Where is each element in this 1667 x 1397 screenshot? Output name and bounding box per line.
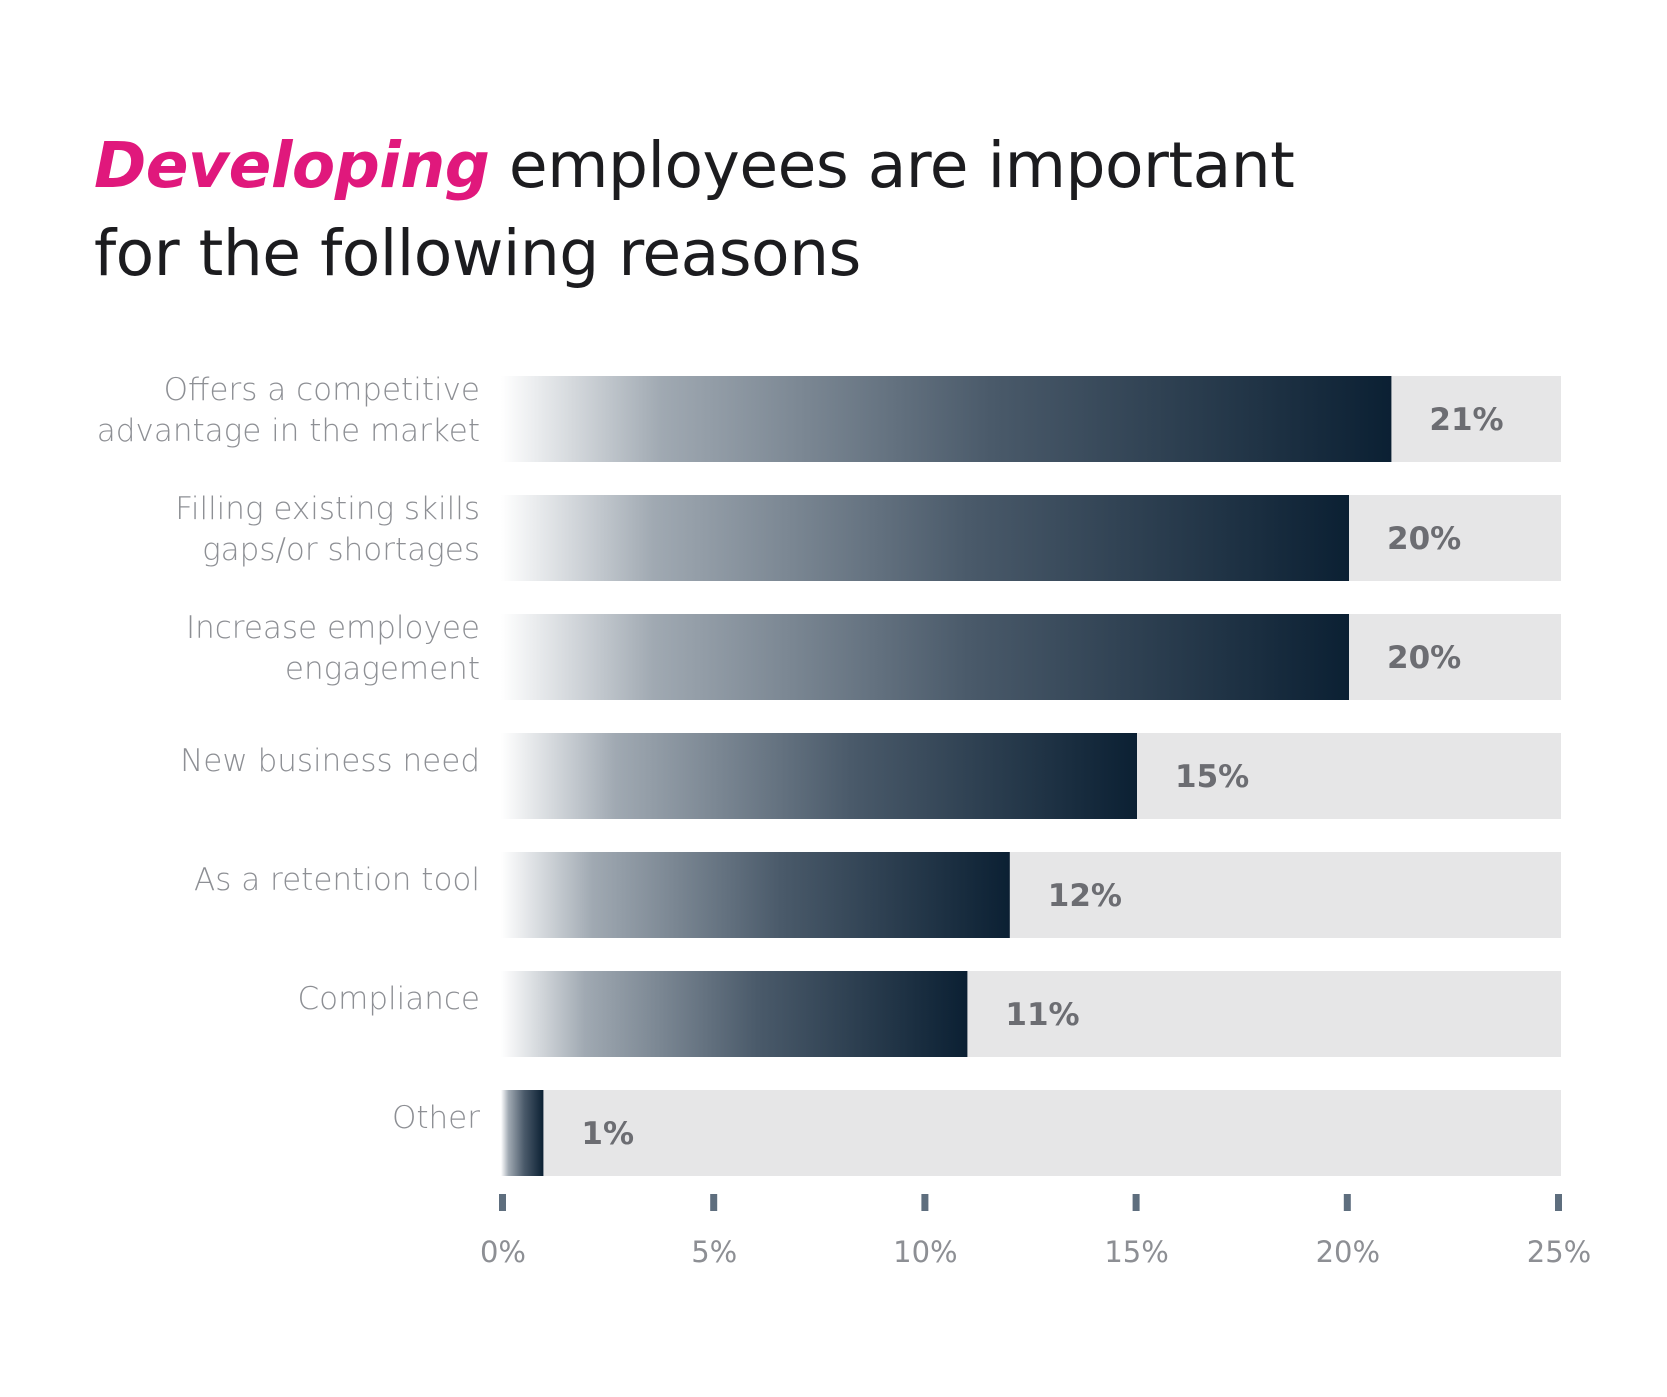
category-label: Offers a competitive advantage in the mar…: [97, 372, 480, 449]
bar: [501, 614, 1349, 700]
bar: [501, 852, 1010, 938]
category-label: New business need: [180, 743, 480, 779]
bars: [501, 376, 1392, 1176]
value-label: 1%: [581, 1116, 634, 1152]
category-label: Increase employee engagement: [186, 610, 480, 687]
bar: [501, 971, 968, 1057]
x-tick-label: 5%: [691, 1235, 737, 1269]
category-labels: Offers a competitive advantage in the mar…: [97, 372, 480, 1136]
x-tick: [710, 1194, 718, 1211]
value-labels: 21% 20% 20% 15% 12% 11% 1%: [581, 402, 1503, 1152]
x-tick-label: 25%: [1527, 1235, 1591, 1269]
value-label: 20%: [1387, 521, 1461, 557]
x-tick: [921, 1194, 929, 1211]
value-label: 11%: [1005, 997, 1079, 1033]
chart-title-accent: Developing: [94, 129, 490, 202]
x-tick: [499, 1194, 506, 1211]
bar: [501, 733, 1137, 819]
chart-title-rest: employees are important for the following…: [94, 129, 1295, 290]
category-label: Filling existing skills gaps/or shortages: [175, 491, 480, 568]
x-tick: [1132, 1194, 1140, 1211]
category-label: Other: [392, 1100, 480, 1136]
x-tick-label: 0%: [480, 1235, 526, 1269]
x-tick: [1343, 1194, 1351, 1211]
x-tick: [1555, 1194, 1562, 1211]
x-axis: 0% 5% 10% 15% 20% 25%: [480, 1194, 1591, 1269]
value-label: 12%: [1048, 878, 1122, 914]
x-tick-label: 10%: [893, 1235, 957, 1269]
value-label: 15%: [1175, 759, 1249, 795]
chart-title: Developing employees are important for th…: [94, 122, 1295, 298]
bar: [501, 495, 1349, 581]
bar: [501, 376, 1392, 462]
category-label: Compliance: [298, 981, 480, 1017]
category-label: As a retention tool: [194, 862, 480, 898]
x-tick-label: 15%: [1104, 1235, 1168, 1269]
value-label: 20%: [1387, 640, 1461, 676]
x-tick-label: 20%: [1316, 1235, 1380, 1269]
bar: [501, 1090, 544, 1176]
bar-track: [501, 1090, 1561, 1176]
value-label: 21%: [1429, 402, 1503, 438]
